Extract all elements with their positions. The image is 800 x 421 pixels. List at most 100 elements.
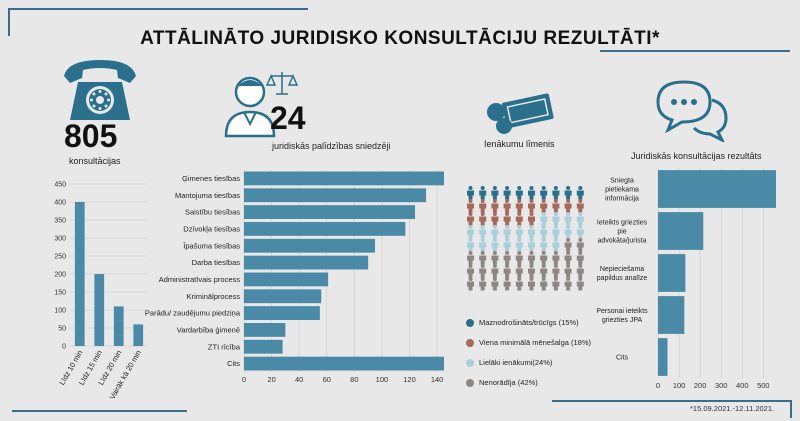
legend-swatch <box>466 378 474 387</box>
person-icon <box>479 238 487 252</box>
y-tick-label: Parādu/ zaudējumu piedziņa <box>145 309 241 318</box>
y-tick-label: 400 <box>54 200 66 207</box>
bar <box>658 296 685 334</box>
legend-item: Lielāki ienākumi(24%) <box>466 358 591 367</box>
providers-label: juridiskās palīdzības sniedzēji <box>272 141 391 151</box>
y-tick-label: 300 <box>54 236 66 243</box>
person-icon <box>564 199 572 213</box>
person-icon <box>540 225 548 239</box>
y-tick-label: 250 <box>54 254 66 261</box>
person-icon <box>515 251 523 265</box>
person-icon <box>528 251 535 265</box>
person-icon <box>503 225 511 239</box>
results-label: Juridiskās konsultācijas rezultāts <box>631 151 762 161</box>
y-tick-label: Vardarbība ģimenē <box>177 325 240 334</box>
bar <box>244 205 416 219</box>
person-icon <box>467 186 474 200</box>
y-tick-label: Cits <box>616 355 629 362</box>
y-tick-label: Kriminālprocess <box>187 292 241 301</box>
y-tick-label: ZTI rīcība <box>208 342 241 351</box>
legend-swatch <box>466 338 474 347</box>
person-icon <box>467 277 474 291</box>
legend-item: Nenorādīja (42%) <box>466 378 591 387</box>
bar <box>133 324 144 346</box>
x-tick-label: 60 <box>323 375 331 384</box>
person-icon <box>576 199 584 213</box>
person-icon <box>515 212 523 226</box>
person-icon <box>528 225 535 239</box>
person-icon <box>564 251 572 265</box>
y-tick-label: Īpašuma tiesības <box>183 241 240 250</box>
person-icon <box>540 238 548 252</box>
decor-line-bottom-right-vertical <box>790 400 792 418</box>
bar <box>244 356 444 371</box>
bar <box>94 274 105 346</box>
page-title: ATTĀLINĀTO JURIDISKO KONSULTĀCIJU REZULT… <box>140 28 660 49</box>
person-icon <box>467 225 474 239</box>
bar <box>244 323 286 337</box>
y-tick-label: Saistību tiesības <box>185 208 240 217</box>
person-icon <box>491 238 499 252</box>
decor-line-bottom-left <box>12 410 187 412</box>
person-icon <box>503 186 511 200</box>
bar <box>244 306 320 320</box>
person-icon <box>515 225 523 239</box>
y-tick-label: Ģimenes tiesības <box>182 174 240 183</box>
bar <box>658 338 668 376</box>
bar <box>244 272 329 287</box>
person-icon <box>552 238 560 252</box>
person-icon <box>552 251 560 265</box>
y-tick-label: Nepieciešama papildus analīze <box>597 266 648 282</box>
person-icon <box>576 238 584 252</box>
person-icon <box>479 212 487 226</box>
legend-swatch <box>466 318 474 327</box>
person-icon <box>479 199 487 213</box>
person-icon <box>552 277 560 291</box>
x-tick-label: 120 <box>403 375 416 384</box>
person-icon <box>467 264 474 278</box>
person-icon <box>491 264 499 278</box>
bar <box>244 339 283 354</box>
person-icon <box>540 264 548 278</box>
person-icon <box>503 212 511 226</box>
person-icon <box>515 238 523 252</box>
person-icon <box>491 225 499 239</box>
legend-label: Viena minimālā mēnešalga (18%) <box>479 338 592 347</box>
person-icon <box>491 186 499 200</box>
decor-line-top-left <box>8 8 308 10</box>
person-icon <box>503 277 511 291</box>
legend-swatch <box>466 358 474 367</box>
y-tick-label: Darba tiesības <box>192 258 241 267</box>
person-icon <box>503 238 511 252</box>
y-tick-label: Cits <box>227 359 240 368</box>
person-icon <box>564 264 572 278</box>
person-icon <box>540 277 548 291</box>
bar <box>658 170 776 208</box>
bar <box>244 289 322 304</box>
person-icon <box>515 264 523 278</box>
person-icon <box>576 225 584 239</box>
person-icon <box>528 277 535 291</box>
bar <box>113 306 124 346</box>
consultations-count: 805 <box>64 118 118 154</box>
person-icon <box>503 199 511 213</box>
person-icon <box>552 264 560 278</box>
person-icon <box>491 251 499 265</box>
phone-icon <box>64 60 136 120</box>
y-tick-label: Personai ieteikts griezties JPA <box>596 308 648 324</box>
person-icon <box>491 199 499 213</box>
bar <box>658 212 704 250</box>
person-icon <box>576 212 584 226</box>
x-tick-label: 0 <box>242 375 246 384</box>
x-tick-label: 40 <box>295 375 303 384</box>
bar <box>244 222 406 236</box>
person-icon <box>576 264 584 278</box>
person-icon <box>467 238 474 252</box>
y-tick-label: 50 <box>58 326 66 333</box>
person-icon <box>503 251 511 265</box>
income-pictogram <box>467 186 584 291</box>
person-icon <box>564 277 572 291</box>
bar <box>244 171 444 186</box>
person-icon <box>540 186 548 200</box>
legend-item: Maznodrošināts/trūcīgs (15%) <box>466 318 591 327</box>
